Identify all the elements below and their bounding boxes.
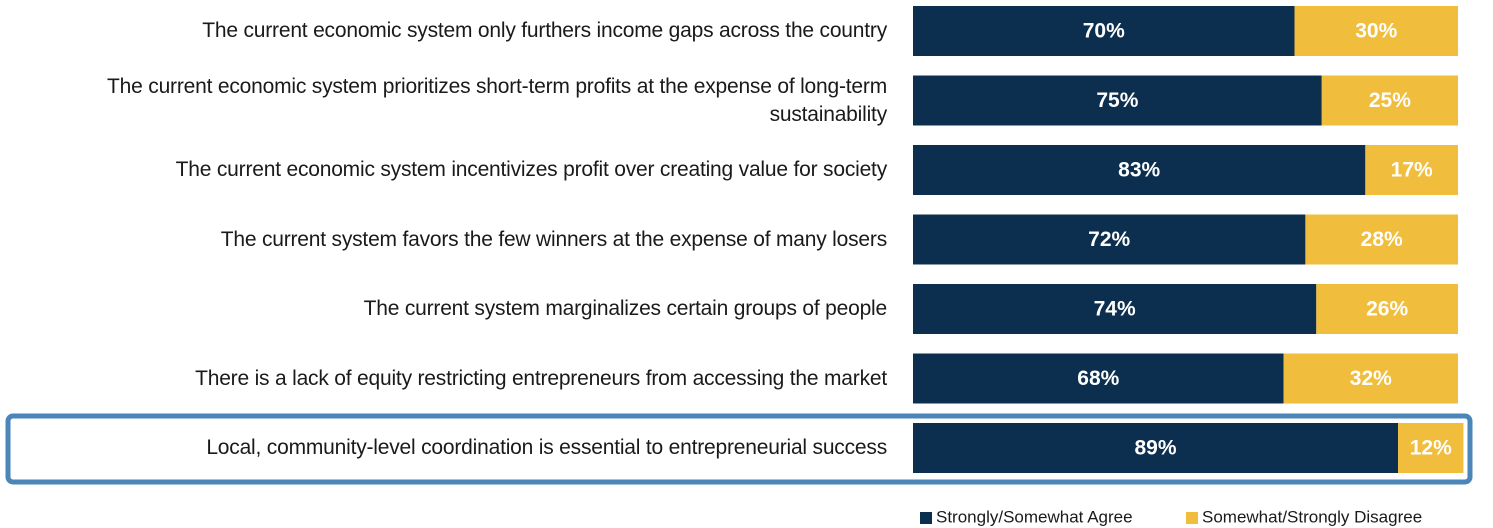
category-label: The current economic system incentivizes…	[175, 158, 888, 181]
category-label: Local, community-level coordination is e…	[206, 436, 887, 459]
bar-segment	[913, 75, 1322, 126]
value-label: 89%	[1135, 437, 1177, 460]
value-label: 17%	[1391, 159, 1433, 182]
bar-segment	[1294, 6, 1458, 56]
bar-segment	[1283, 353, 1458, 404]
bar-segment	[913, 423, 1399, 473]
legend-swatch	[1186, 512, 1198, 524]
value-label: 28%	[1361, 228, 1403, 251]
bar-segment	[1316, 284, 1458, 334]
bar-segment	[1305, 214, 1458, 265]
bar-segment	[913, 284, 1317, 334]
category-label: There is a lack of equity restricting en…	[195, 366, 887, 390]
category-label: The current system marginalizes certain …	[363, 297, 888, 320]
bar-segment	[913, 214, 1306, 265]
value-label: 83%	[1118, 159, 1160, 182]
value-label: 70%	[1083, 20, 1125, 43]
value-label: 32%	[1350, 367, 1392, 390]
value-label: 12%	[1410, 437, 1452, 460]
category-label: The current economic system only further…	[202, 19, 887, 42]
value-label: 72%	[1088, 228, 1130, 251]
bar-segment	[913, 6, 1295, 56]
value-label: 30%	[1355, 20, 1397, 43]
legend-label: Somewhat/Strongly Disagree	[1202, 507, 1422, 526]
bar-segment	[913, 145, 1366, 195]
category-label: The current system favors the few winner…	[220, 227, 887, 251]
bar-segment	[1321, 75, 1458, 126]
bar-segment	[1365, 145, 1458, 195]
value-label: 26%	[1366, 298, 1408, 321]
value-label: 74%	[1094, 298, 1136, 321]
category-label: The current economic system prioritizes …	[107, 74, 887, 126]
bar-segment	[1398, 423, 1464, 473]
value-label: 75%	[1096, 89, 1138, 112]
value-label: 68%	[1077, 367, 1119, 390]
highlight-box	[5, 413, 1473, 485]
value-label: 25%	[1369, 89, 1411, 112]
bar-segment	[913, 353, 1284, 404]
legend-swatch	[920, 512, 932, 524]
legend-label: Strongly/Somewhat Agree	[936, 507, 1133, 526]
